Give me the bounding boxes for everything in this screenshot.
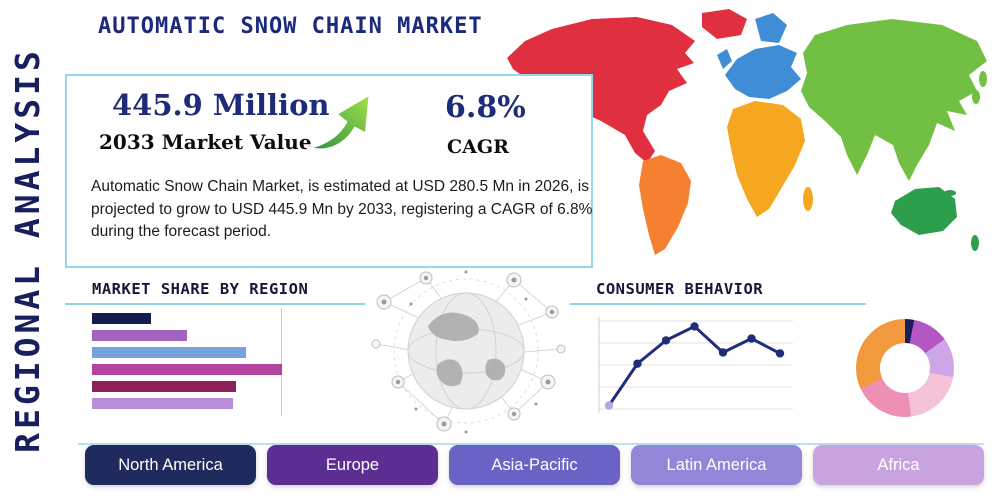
continent-south-america <box>639 155 691 255</box>
island-japan-south <box>972 90 980 104</box>
market-description: Automatic Snow Chain Market, is estimate… <box>91 178 593 241</box>
trend-point-7 <box>775 349 785 358</box>
world-map <box>507 9 987 255</box>
globe-sphere <box>407 292 525 410</box>
bar-segment-3 <box>92 347 246 358</box>
bar-segment-2 <box>92 330 187 341</box>
line-chart-plot <box>598 317 793 413</box>
market-value-label: 2033 Market Value <box>99 130 312 154</box>
globe-meridian <box>435 292 497 410</box>
continent-australia <box>891 187 957 235</box>
region-button-africa[interactable]: Africa <box>813 445 984 485</box>
globe-network-illustration <box>371 270 566 434</box>
network-node-dots <box>381 270 555 434</box>
stats-panel: 445.9 Million 2033 Market Value 6.8% CAG… <box>65 74 593 268</box>
bar-segment-5 <box>92 381 236 392</box>
donut-chart-hole <box>880 343 930 393</box>
island-greenland <box>702 9 747 39</box>
bar-segment-6 <box>92 398 233 409</box>
page-title: AUTOMATIC SNOW CHAIN MARKET <box>98 14 483 39</box>
globe-landmasses <box>428 312 506 387</box>
cagr-label: CAGR <box>447 136 509 158</box>
trend-point-2 <box>633 359 642 368</box>
consumer-behavior-title: CONSUMER BEHAVIOR <box>596 280 764 298</box>
line-chart-gridlines <box>599 320 793 410</box>
island-uk <box>717 49 732 69</box>
region-button-europe[interactable]: Europe <box>267 445 438 485</box>
bar-chart <box>92 313 282 409</box>
region-scandinavia <box>755 13 787 43</box>
trend-point-3 <box>661 336 671 345</box>
trend-point-6 <box>747 334 756 343</box>
growth-arrow-icon <box>306 92 372 151</box>
trend-point-4 <box>690 322 699 331</box>
island-new-zealand <box>971 235 979 251</box>
market-share-divider <box>65 303 365 305</box>
bottom-divider <box>78 443 984 445</box>
bar-segment-1 <box>92 313 151 324</box>
market-share-title: MARKET SHARE BY REGION <box>92 280 309 298</box>
region-button-asia-pacific[interactable]: Asia-Pacific <box>449 445 620 485</box>
island-japan-north <box>979 71 987 87</box>
bar-chart-gridline <box>281 308 282 416</box>
cagr-value: 6.8% <box>445 90 526 125</box>
market-value: 445.9 Million <box>112 88 330 122</box>
regional-analysis-label: REGIONAL ANALYSIS <box>8 47 47 453</box>
continent-north-america <box>507 17 695 163</box>
continent-asia <box>801 19 987 181</box>
region-buttons: North America Europe Asia-Pacific Latin Ame… <box>85 445 984 485</box>
island-madagascar <box>803 187 813 211</box>
region-button-latin-america[interactable]: Latin America <box>631 445 802 485</box>
trend-point-5 <box>718 348 728 357</box>
trend-point-1 <box>604 401 614 410</box>
continent-africa <box>727 101 805 217</box>
orbit-ring <box>393 278 539 424</box>
consumer-behavior-divider <box>570 303 866 305</box>
region-button-north-america[interactable]: North America <box>85 445 256 485</box>
bar-segment-4 <box>92 364 282 375</box>
continent-europe <box>725 45 801 99</box>
